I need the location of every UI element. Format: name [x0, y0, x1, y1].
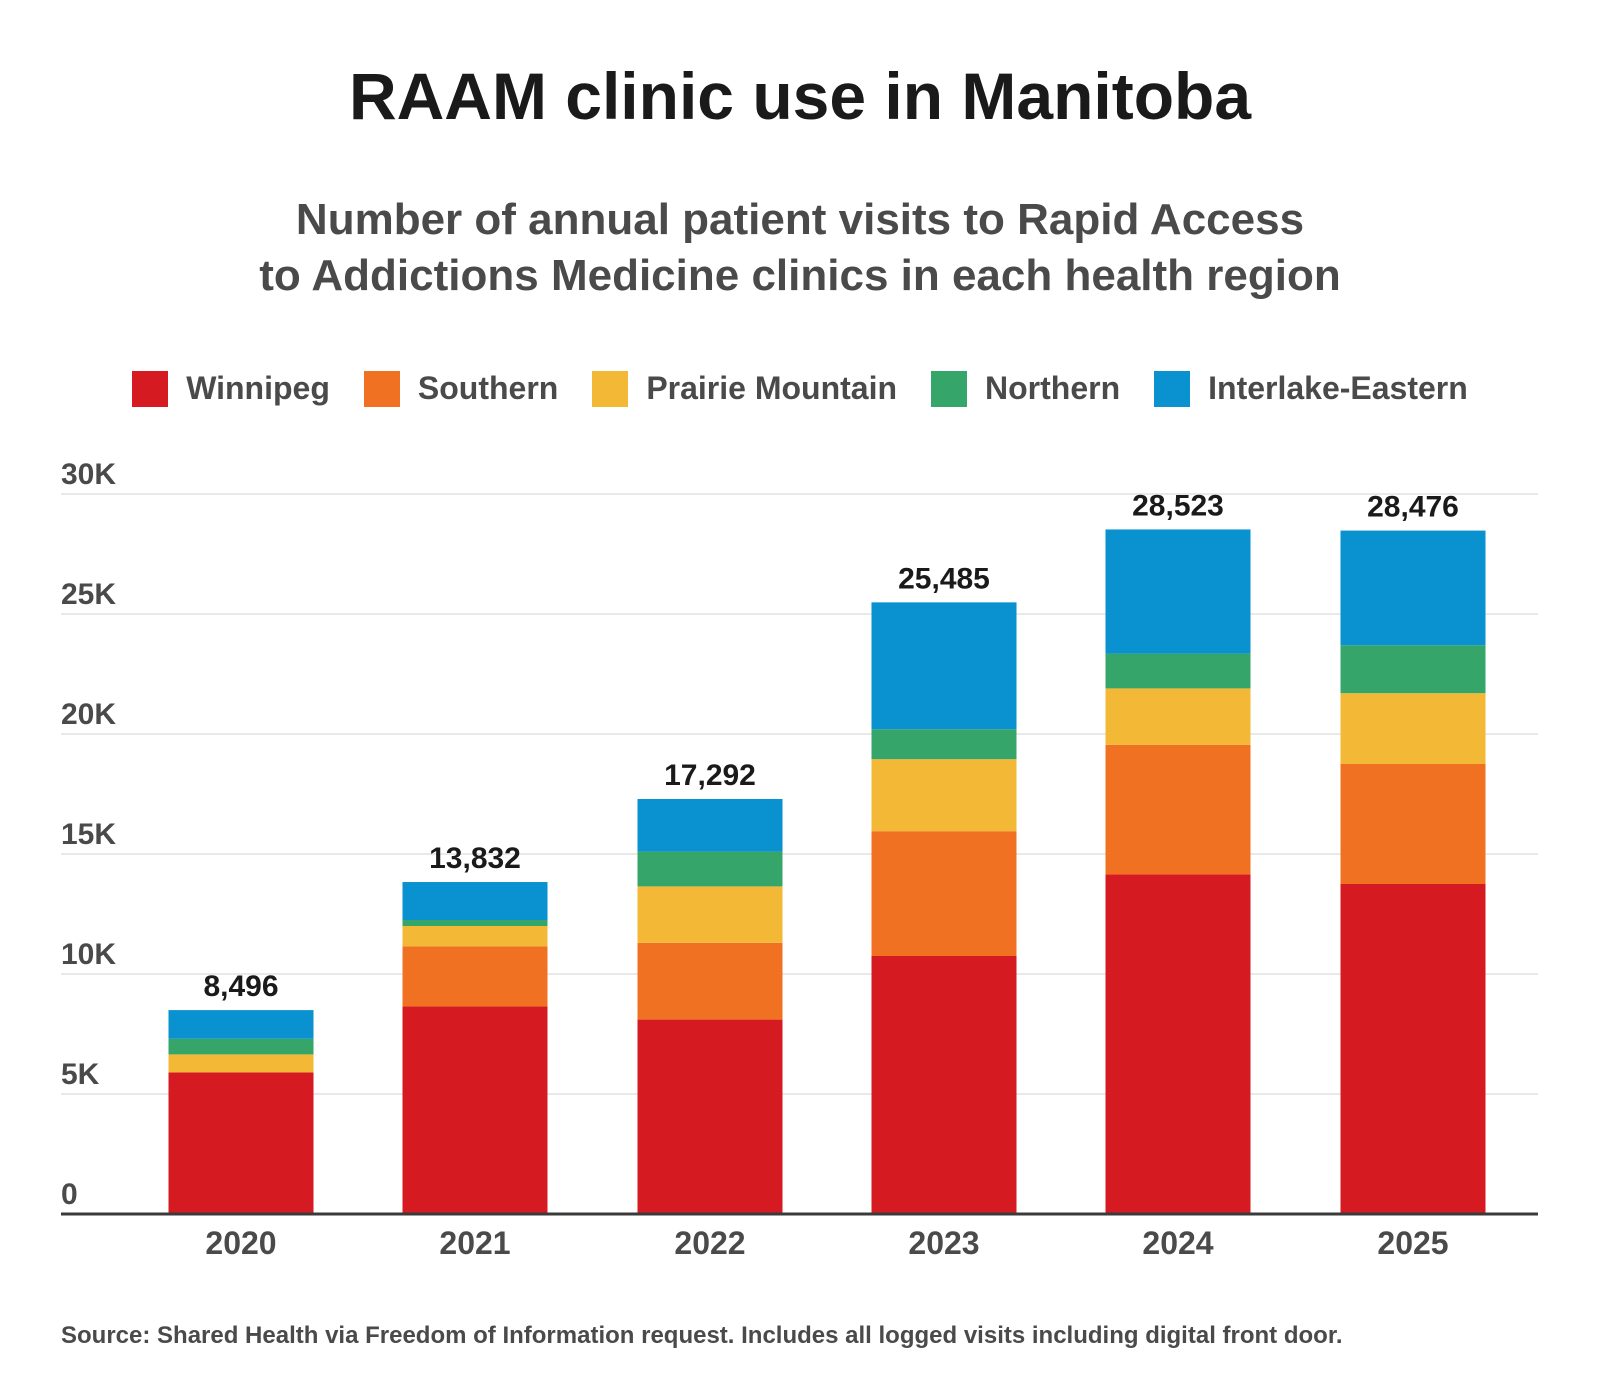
subtitle-line-2: to Addictions Medicine clinics in each h…	[259, 251, 1341, 300]
bar-total-label: 8,496	[203, 970, 278, 1003]
bar-segment-2024-prairie-mountain	[1105, 688, 1251, 745]
bar-total-label: 13,832	[429, 842, 521, 875]
bar-segment-2025-interlake-eastern	[1340, 530, 1486, 646]
y-tick-label: 25K	[61, 578, 116, 611]
legend-swatch-interlake-eastern	[1154, 370, 1191, 407]
legend-swatch-southern	[363, 370, 400, 407]
bar-segment-2025-northern	[1340, 645, 1486, 694]
legend-swatch-northern	[931, 370, 968, 407]
legend-swatch-winnipeg	[132, 370, 169, 407]
bar-segment-2020-northern	[168, 1038, 314, 1055]
legend-label-interlake-eastern: Interlake-Eastern	[1208, 370, 1468, 406]
x-tick-label: 2025	[1377, 1225, 1448, 1261]
bar-segment-2024-interlake-eastern	[1105, 529, 1251, 654]
y-tick-label: 10K	[61, 938, 116, 971]
x-tick-label: 2020	[205, 1225, 276, 1261]
bar-total-label: 28,523	[1132, 489, 1224, 522]
bar-segment-2022-southern	[637, 942, 783, 1020]
bar-segment-2021-winnipeg	[402, 1006, 548, 1214]
bar-total-label: 25,485	[898, 562, 990, 595]
bar-segment-2022-interlake-eastern	[637, 798, 783, 852]
bar-segment-2025-winnipeg	[1340, 884, 1486, 1214]
y-tick-label: 20K	[61, 698, 116, 731]
legend: Winnipeg Southern Prairie Mountain North…	[0, 370, 1600, 407]
source-note: Source: Shared Health via Freedom of Inf…	[61, 1322, 1343, 1349]
y-tick-label: 5K	[61, 1058, 100, 1091]
legend-item-southern: Southern	[363, 370, 559, 407]
x-tick-label: 2024	[1142, 1225, 1213, 1261]
legend-item-interlake-eastern: Interlake-Eastern	[1154, 370, 1468, 407]
bar-segment-2020-interlake-eastern	[168, 1010, 314, 1039]
stacked-bar-chart: 0 5K 10K 15K 20K 25K 30K 8,496 2020 13,832 2021 17,…	[61, 458, 1538, 1261]
bar-segment-2023-northern	[871, 729, 1017, 760]
legend-label-southern: Southern	[417, 370, 559, 406]
chart-title: RAAM clinic use in Manitoba	[348, 59, 1252, 133]
bar-segment-2024-winnipeg	[1105, 874, 1251, 1214]
chart-subtitle: Number of annual patient visits to Rapid…	[0, 192, 1600, 304]
bar-segment-2021-northern	[402, 920, 548, 926]
bar-segment-2022-prairie-mountain	[637, 886, 783, 943]
bar-segment-2022-winnipeg	[637, 1019, 783, 1214]
x-tick-label: 2021	[439, 1225, 510, 1261]
y-tick-label: 0	[61, 1178, 78, 1211]
bar-segment-2021-prairie-mountain	[402, 926, 548, 947]
y-tick-label: 30K	[61, 458, 116, 491]
bar-segment-2022-northern	[637, 851, 783, 887]
x-tick-label: 2022	[674, 1225, 745, 1261]
x-tick-label: 2023	[908, 1225, 979, 1261]
bar-segment-2024-southern	[1105, 744, 1251, 875]
legend-label-prairie-mountain: Prairie Mountain	[646, 370, 898, 406]
bar-segment-2020-winnipeg	[168, 1072, 314, 1214]
bar-segment-2021-interlake-eastern	[402, 882, 548, 920]
legend-label-northern: Northern	[985, 370, 1121, 406]
legend-item-winnipeg: Winnipeg	[132, 370, 330, 407]
bar-segment-2024-northern	[1105, 653, 1251, 689]
bar-segment-2020-prairie-mountain	[168, 1054, 314, 1073]
y-tick-label: 15K	[61, 818, 116, 851]
bar-segment-2023-prairie-mountain	[871, 759, 1017, 832]
bar-segment-2023-southern	[871, 831, 1017, 956]
bar-segment-2025-southern	[1340, 764, 1486, 884]
bar-segment-2023-interlake-eastern	[871, 602, 1017, 730]
bar-segment-2021-southern	[402, 946, 548, 1007]
bar-segment-2025-prairie-mountain	[1340, 693, 1486, 764]
legend-label-winnipeg: Winnipeg	[186, 370, 330, 406]
subtitle-line-1: Number of annual patient visits to Rapid…	[295, 195, 1305, 244]
bar-total-label: 17,292	[664, 759, 756, 792]
bar-total-label: 28,476	[1367, 491, 1459, 524]
legend-item-prairie-mountain: Prairie Mountain	[592, 370, 897, 407]
legend-swatch-prairie-mountain	[592, 370, 629, 407]
bar-segment-2023-winnipeg	[871, 956, 1017, 1214]
legend-item-northern: Northern	[931, 370, 1120, 407]
